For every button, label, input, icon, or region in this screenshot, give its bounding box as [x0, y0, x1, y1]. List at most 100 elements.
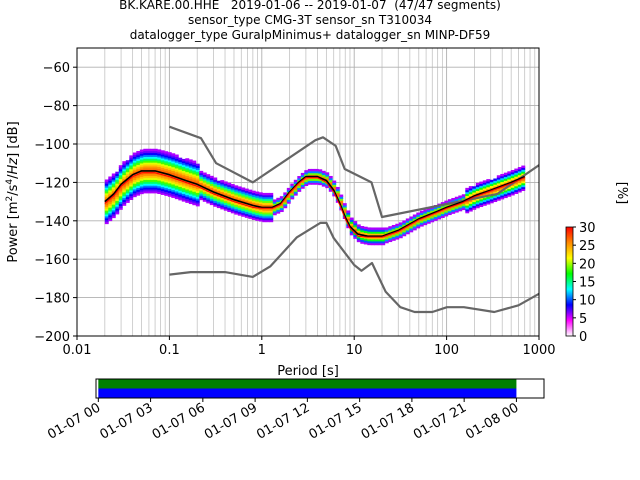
density-cell	[258, 196, 263, 199]
density-cell	[150, 173, 155, 177]
density-cell	[283, 201, 288, 205]
density-cell	[367, 233, 372, 236]
density-cell	[409, 228, 414, 231]
density-cell	[258, 207, 263, 211]
density-cell	[129, 186, 134, 189]
density-cell	[104, 202, 109, 205]
density-cell	[192, 193, 197, 196]
density-cell	[521, 182, 526, 186]
density-cell	[514, 174, 519, 177]
density-cell	[108, 184, 113, 187]
density-cell	[402, 220, 407, 223]
density-cell	[377, 229, 382, 232]
density-cell	[472, 186, 477, 189]
density-cell	[202, 182, 207, 185]
density-cell	[143, 152, 148, 155]
density-cell	[353, 228, 358, 232]
density-cell	[199, 172, 204, 176]
density-cell	[248, 206, 253, 210]
density-cell	[398, 235, 403, 239]
density-cell	[489, 179, 494, 183]
density-cell	[160, 181, 165, 184]
density-cell	[223, 181, 228, 184]
density-cell	[391, 234, 396, 237]
density-cell	[136, 193, 141, 196]
density-cell	[426, 211, 431, 215]
density-cell	[125, 188, 130, 192]
density-cell	[272, 209, 277, 212]
density-cell	[230, 201, 235, 204]
density-cell	[482, 193, 487, 197]
density-cell	[402, 228, 407, 231]
timeline-tick-label: 01-07 06	[150, 400, 208, 442]
density-cell	[370, 239, 375, 242]
density-cell	[188, 165, 193, 168]
density-cell	[412, 216, 417, 219]
density-cell	[314, 180, 319, 183]
density-cell	[181, 197, 186, 200]
density-cell	[167, 156, 172, 159]
density-cell	[136, 152, 141, 156]
density-cell	[209, 177, 214, 181]
density-cell	[426, 221, 431, 224]
density-cell	[213, 179, 218, 182]
density-cell	[304, 170, 309, 173]
chart-title-line3: datalogger_type GuralpMinimus+ datalogge…	[129, 28, 491, 42]
density-cell	[125, 200, 130, 203]
density-cell	[300, 180, 305, 183]
density-cell	[206, 199, 211, 202]
density-cell	[111, 173, 116, 176]
density-cell	[314, 172, 319, 176]
density-cell	[241, 193, 246, 196]
density-cell	[402, 230, 407, 233]
density-cell	[178, 157, 183, 161]
density-cell	[227, 209, 232, 213]
density-cell	[486, 184, 491, 188]
density-cell	[171, 191, 176, 195]
density-cell	[248, 189, 253, 193]
density-cell	[171, 172, 176, 175]
density-cell	[125, 164, 130, 167]
density-cell	[108, 211, 113, 214]
density-cell	[122, 197, 127, 201]
density-cell	[416, 212, 421, 215]
x-tick-label: 1	[258, 343, 266, 358]
density-cell	[185, 198, 190, 201]
density-cell	[132, 181, 137, 184]
density-cell	[423, 218, 428, 222]
density-cell	[279, 205, 284, 209]
density-cell	[255, 199, 260, 202]
density-cell	[346, 216, 351, 219]
density-cell	[496, 182, 501, 186]
density-cell	[349, 231, 354, 234]
density-cell	[363, 230, 368, 233]
density-cell	[356, 228, 361, 231]
density-cell	[143, 162, 148, 165]
density-cell	[332, 182, 337, 185]
density-cell	[237, 211, 242, 214]
density-cell	[150, 181, 155, 184]
density-cell	[132, 175, 137, 178]
density-cell	[475, 198, 480, 201]
density-cell	[475, 182, 480, 186]
density-cell	[171, 187, 176, 191]
density-cell	[241, 208, 246, 211]
density-cell	[160, 154, 165, 157]
density-cell	[342, 210, 347, 214]
density-cell	[132, 158, 137, 161]
density-cell	[195, 163, 200, 167]
density-cell	[258, 201, 263, 205]
density-cell	[167, 188, 172, 192]
density-cell	[353, 234, 358, 237]
density-cell	[143, 177, 148, 180]
density-cell	[409, 226, 414, 229]
density-cell	[384, 237, 389, 240]
density-cell	[129, 164, 134, 168]
density-cell	[209, 202, 214, 206]
density-cell	[136, 174, 141, 177]
density-cell	[262, 204, 267, 207]
density-cell	[174, 162, 179, 165]
density-cell	[136, 187, 141, 190]
density-cell	[377, 231, 382, 234]
density-cell	[384, 238, 389, 242]
